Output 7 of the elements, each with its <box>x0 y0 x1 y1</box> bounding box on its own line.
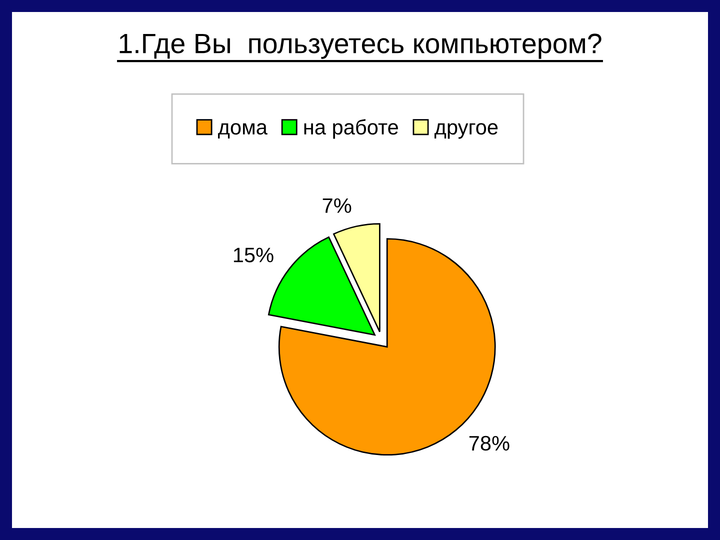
legend-label: дома <box>218 123 268 139</box>
legend-label: на работе <box>304 119 398 139</box>
data-label: 78% <box>469 436 510 451</box>
legend-label: другое <box>434 123 498 139</box>
data-label: 7% <box>322 198 352 213</box>
data-label: 15% <box>234 248 274 262</box>
chart-title: 1.Где Вы пользуетесь компьютером? <box>120 34 602 59</box>
